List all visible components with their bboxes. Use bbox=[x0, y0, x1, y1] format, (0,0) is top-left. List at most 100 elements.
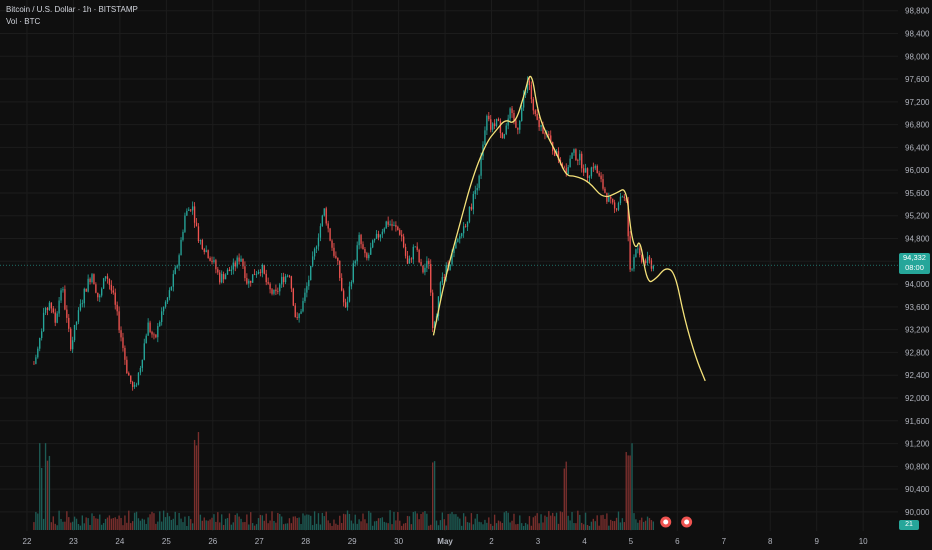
price-axis-background[interactable] bbox=[898, 0, 932, 550]
candle-up bbox=[385, 221, 387, 229]
volume-bar-up bbox=[476, 513, 478, 530]
volume-bar-up bbox=[170, 519, 173, 530]
candle-up bbox=[323, 208, 325, 216]
candle-down bbox=[112, 290, 114, 293]
time-tick-label: 7 bbox=[722, 537, 727, 546]
volume-bar-down bbox=[530, 525, 533, 530]
candle-down bbox=[234, 262, 236, 267]
candle-up bbox=[300, 311, 302, 314]
volume-bar-down bbox=[362, 513, 364, 530]
candle-down bbox=[106, 276, 109, 280]
event-icons[interactable] bbox=[660, 516, 693, 528]
volume-label[interactable]: Vol · BTC bbox=[6, 17, 41, 26]
forecast-curve[interactable] bbox=[432, 75, 706, 382]
candle-down bbox=[387, 221, 389, 225]
volume-bar-up bbox=[453, 514, 455, 530]
candle-down bbox=[395, 224, 397, 227]
forecast-drawing[interactable] bbox=[432, 75, 706, 382]
candle-down bbox=[267, 282, 269, 284]
volume-bar-down bbox=[116, 518, 118, 530]
candle-down bbox=[592, 167, 595, 169]
volume-bar-down bbox=[195, 445, 198, 530]
volume-bar-down bbox=[366, 523, 368, 530]
candle-down bbox=[627, 201, 629, 237]
candle-up bbox=[304, 292, 306, 302]
volume-bar-up bbox=[174, 511, 176, 530]
candle-down bbox=[341, 277, 343, 291]
candle-up bbox=[257, 272, 260, 274]
flag-icon[interactable] bbox=[681, 516, 693, 528]
volume-bar-down bbox=[222, 524, 225, 530]
volume-bar-up bbox=[58, 510, 60, 530]
volume-bar-up bbox=[302, 513, 304, 530]
volume-bar-down bbox=[120, 517, 122, 530]
candle-down bbox=[515, 120, 517, 128]
volume-bar-down bbox=[288, 518, 291, 530]
candle-up bbox=[135, 384, 138, 386]
candle-down bbox=[610, 196, 612, 199]
candle-up bbox=[635, 249, 637, 258]
candle-up bbox=[213, 260, 215, 262]
volume-bar-down bbox=[544, 515, 546, 530]
candle-up bbox=[168, 290, 171, 298]
volume-bar-up bbox=[308, 514, 310, 530]
volume-bar-down bbox=[151, 511, 153, 530]
volume-bar-down bbox=[267, 523, 269, 530]
candle-up bbox=[495, 118, 498, 127]
time-axis[interactable]: 22 23 24 25 26 27 28 29 30 May 2 3 4 5 6 7 8 9 10 bbox=[23, 537, 869, 546]
candle-up bbox=[308, 280, 310, 287]
volume-bar-up bbox=[232, 522, 234, 530]
candle-down bbox=[420, 262, 422, 266]
candle-up bbox=[457, 238, 459, 242]
volume-bar-down bbox=[364, 519, 366, 530]
volume-bar-up bbox=[41, 467, 43, 530]
candle-down bbox=[596, 165, 598, 174]
volume-bar-down bbox=[68, 517, 70, 530]
candle-up bbox=[505, 125, 507, 135]
volume-bar-up bbox=[311, 525, 314, 530]
candle-up bbox=[526, 81, 529, 91]
volume-bar-up bbox=[371, 525, 374, 530]
volume-bar-up bbox=[71, 521, 74, 530]
candle-up bbox=[306, 286, 308, 293]
volume-bar-down bbox=[563, 468, 565, 530]
time-tick-label: 3 bbox=[536, 537, 541, 546]
volume-bar-up bbox=[617, 511, 620, 530]
volume-bar-up bbox=[191, 523, 194, 530]
candle-up bbox=[522, 95, 525, 108]
candle-up bbox=[503, 134, 505, 139]
candle-down bbox=[149, 322, 151, 332]
volume-bar-down bbox=[290, 523, 293, 530]
volume-bar-up bbox=[478, 521, 480, 530]
volume-bar-up bbox=[621, 518, 624, 530]
candle-up bbox=[281, 276, 283, 285]
volume-bar-up bbox=[145, 523, 147, 530]
flag-icon[interactable] bbox=[660, 516, 672, 528]
candle-down bbox=[259, 272, 262, 273]
volume-bar-up bbox=[87, 518, 89, 530]
candle-down bbox=[331, 240, 333, 248]
candle-up bbox=[137, 372, 140, 385]
candle-up bbox=[180, 239, 182, 256]
candle-down bbox=[422, 265, 424, 273]
price-tick-label: 97,600 bbox=[905, 75, 930, 84]
volume-bar-down bbox=[282, 524, 285, 530]
volume-bar-up bbox=[555, 512, 558, 530]
volume-bar-down bbox=[203, 517, 205, 530]
candle-up bbox=[317, 237, 320, 247]
volume-bar-up bbox=[457, 516, 459, 530]
symbol-title[interactable]: Bitcoin / U.S. Dollar · 1h · BITSTAMP bbox=[6, 5, 138, 14]
time-axis-background[interactable] bbox=[0, 531, 932, 550]
candle-up bbox=[221, 273, 223, 283]
volume-bar-down bbox=[228, 513, 231, 530]
candle-down bbox=[565, 168, 567, 174]
volume-bar-up bbox=[257, 518, 260, 530]
candle-down bbox=[288, 275, 291, 277]
volume-bar-down bbox=[406, 515, 409, 530]
volume-bar-down bbox=[447, 513, 449, 530]
volume-bar-up bbox=[652, 521, 655, 530]
volume-bar-down bbox=[404, 523, 407, 530]
volume-bar-down bbox=[410, 524, 413, 530]
volume-bar-up bbox=[495, 523, 498, 530]
